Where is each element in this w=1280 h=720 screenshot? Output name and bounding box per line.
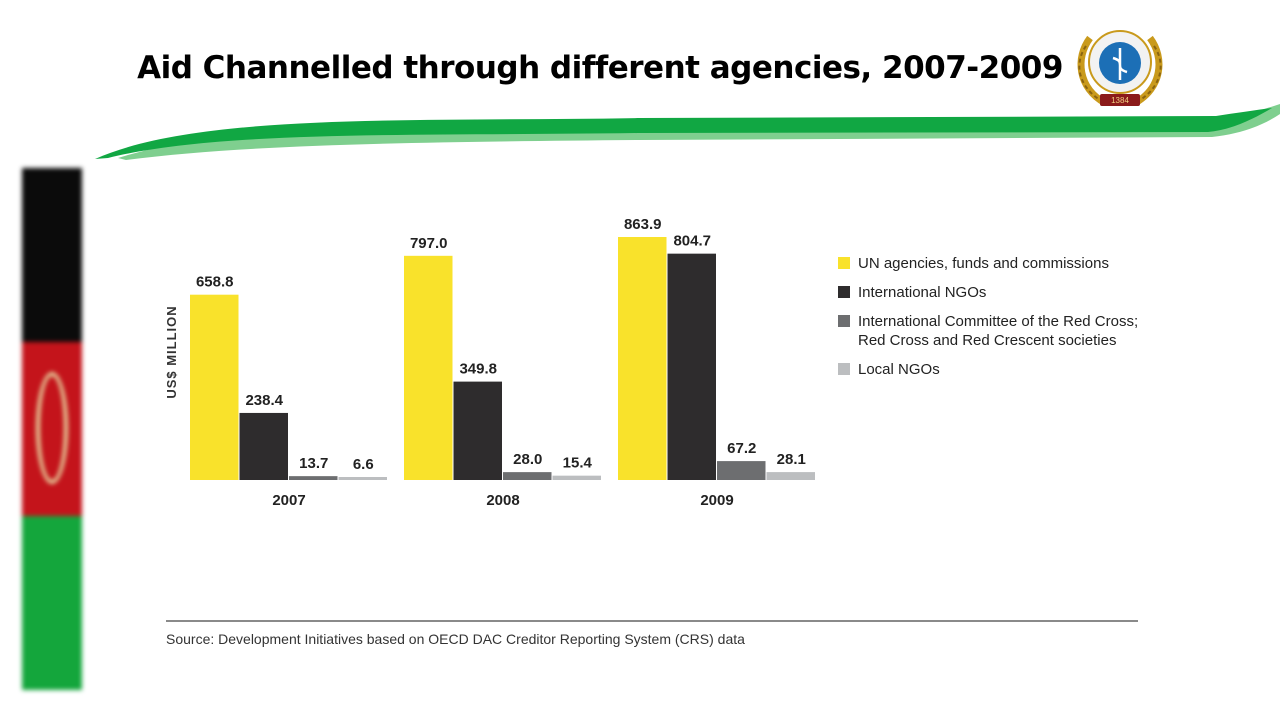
legend-label-2: International NGOs bbox=[858, 284, 986, 301]
legend-swatch-4 bbox=[838, 363, 850, 375]
y-axis-label: US$ MILLION bbox=[164, 305, 179, 398]
data-label-2008-series-3: 28.0 bbox=[513, 451, 542, 468]
source-note: Source: Development Initiatives based on… bbox=[166, 631, 745, 647]
bar-2009-series-4 bbox=[766, 472, 815, 480]
bar-2008-series-2 bbox=[453, 381, 502, 480]
flag-seal-icon bbox=[36, 372, 68, 484]
data-label-2007-series-3: 13.7 bbox=[299, 455, 328, 472]
green-swoosh-banner bbox=[95, 104, 1280, 160]
legend-swatch-3 bbox=[838, 315, 850, 327]
bar-2009-series-1 bbox=[618, 237, 667, 480]
data-label-2007-series-2: 238.4 bbox=[245, 392, 283, 409]
flag-green-stripe bbox=[22, 516, 82, 690]
bar-2007-series-1 bbox=[190, 294, 239, 480]
bar-2007-series-3 bbox=[289, 476, 338, 480]
data-label-2009-series-4: 28.1 bbox=[777, 451, 806, 468]
caduceus-icon bbox=[1112, 48, 1128, 80]
data-label-2009-series-2: 804.7 bbox=[673, 233, 711, 250]
data-label-2008-series-4: 15.4 bbox=[563, 455, 593, 472]
flag-red-stripe bbox=[22, 342, 82, 516]
wheat-wreath-icon bbox=[1077, 35, 1163, 107]
legend-label-4: Local NGOs bbox=[858, 361, 940, 378]
legend-label-3-line-1: International Committee of the Red Cross… bbox=[858, 313, 1138, 330]
afghanistan-flag-strip bbox=[22, 168, 82, 690]
data-label-2008-series-1: 797.0 bbox=[410, 235, 448, 252]
data-label-2009-series-3: 67.2 bbox=[727, 440, 756, 457]
bar-2008-series-4 bbox=[552, 475, 601, 480]
legend-swatch-2 bbox=[838, 286, 850, 298]
bar-2008-series-1 bbox=[404, 255, 453, 480]
data-label-2007-series-4: 6.6 bbox=[353, 456, 374, 473]
flag-black-stripe bbox=[22, 168, 82, 342]
bar-2007-series-2 bbox=[239, 412, 288, 480]
legend-swatch-1 bbox=[838, 257, 850, 269]
bar-2009-series-2 bbox=[667, 253, 716, 480]
bar-2009-series-3 bbox=[717, 461, 766, 480]
emblem-ribbon bbox=[1100, 94, 1140, 106]
x-tick-label-2009: 2009 bbox=[700, 492, 733, 509]
bar-2008-series-3 bbox=[503, 472, 552, 480]
emblem-ribbon-text: 1384 bbox=[1111, 96, 1129, 105]
legend-label-1: UN agencies, funds and commissions bbox=[858, 255, 1109, 272]
swoosh-dark-stripe bbox=[95, 108, 1272, 159]
bar-2007-series-4 bbox=[338, 477, 387, 480]
data-label-2008-series-2: 349.8 bbox=[459, 361, 497, 378]
slide-title: Aid Channelled through different agencie… bbox=[137, 50, 1063, 86]
x-tick-label-2008: 2008 bbox=[486, 492, 519, 509]
data-label-2007-series-1: 658.8 bbox=[196, 274, 234, 291]
data-label-2009-series-1: 863.9 bbox=[624, 216, 662, 233]
ministry-emblem-logo: 1384 bbox=[1077, 30, 1163, 107]
x-tick-label-2007: 2007 bbox=[272, 492, 305, 509]
legend-label-3-line-2: Red Cross and Red Crescent societies bbox=[858, 332, 1116, 349]
